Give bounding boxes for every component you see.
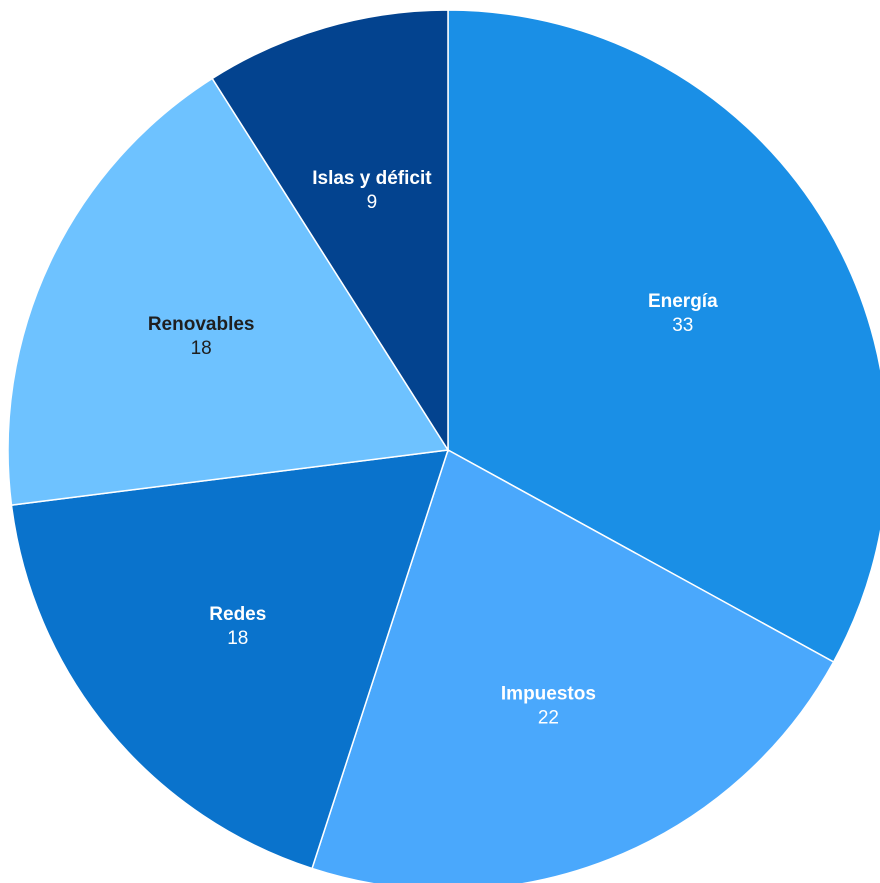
pie-slice-islas-y-deficit	[211, 9, 449, 453]
pie-slice-renovables	[7, 77, 450, 506]
slice-label-energia: Energía	[648, 291, 718, 312]
slice-value-redes: 18	[227, 628, 248, 649]
pie-slice-energia	[447, 9, 880, 663]
slice-label-renovables: Renovables	[148, 314, 255, 335]
pie-slice-impuestos	[311, 448, 835, 883]
slice-label-islas-y-deficit: Islas y déficit	[312, 168, 432, 189]
slice-value-islas-y-deficit: 9	[367, 192, 378, 213]
pie-slice-redes	[10, 449, 450, 870]
slice-label-impuestos: Impuestos	[501, 684, 596, 705]
pie-labels: Energía 33 Impuestos 22 Redes 18 Renovables 18 I…	[148, 168, 718, 729]
slice-label-redes: Redes	[209, 604, 266, 625]
slice-value-impuestos: 22	[538, 708, 559, 729]
slice-value-energia: 33	[672, 315, 693, 336]
slice-value-renovables: 18	[191, 338, 212, 359]
pie-slices	[7, 9, 880, 883]
